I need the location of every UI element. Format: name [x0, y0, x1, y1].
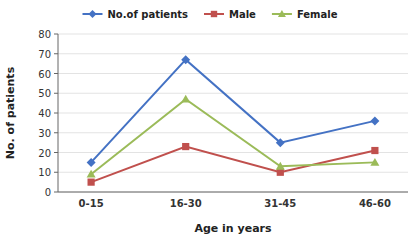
- grid-line: [58, 152, 408, 153]
- page: {"chart_data": {"type": "line", "categor…: [0, 0, 420, 240]
- series-line: [91, 60, 375, 163]
- point: [276, 138, 285, 147]
- legend-marker: [88, 10, 96, 18]
- tick-label: 60: [38, 69, 51, 80]
- tick-label: 31-45: [264, 198, 296, 209]
- tick-mark: [54, 132, 58, 133]
- point: [370, 116, 379, 125]
- legend-label: Female: [297, 9, 338, 20]
- tick-label: 16-30: [170, 198, 202, 209]
- point: [87, 158, 96, 167]
- tick-label: 70: [38, 49, 51, 60]
- legend: No.of patients Male Female: [82, 9, 337, 20]
- legend-marker: [278, 10, 286, 17]
- grid-line: [58, 172, 408, 173]
- point: [276, 162, 285, 170]
- point: [182, 143, 189, 150]
- tick-mark: [54, 172, 58, 173]
- grid-line: [58, 93, 408, 94]
- grid-line: [58, 53, 408, 54]
- legend-item: Female: [272, 9, 338, 20]
- grid-line: [58, 192, 408, 193]
- x-axis: 0-15 16-30 31-45 46-60: [79, 198, 391, 209]
- grid-line: [58, 73, 408, 74]
- legend-item: Male: [204, 9, 256, 20]
- tick-label: 0: [45, 187, 51, 198]
- point: [181, 95, 190, 103]
- tick-label: 10: [38, 167, 51, 178]
- tick-mark: [54, 152, 58, 153]
- tick-mark: [54, 113, 58, 114]
- plot-marks: [87, 55, 380, 186]
- tick-mark: [54, 53, 58, 54]
- grid-line: [58, 34, 408, 35]
- legend-label: Male: [229, 9, 256, 20]
- series-line: [91, 99, 375, 174]
- x-axis-title: Age in years: [194, 222, 272, 235]
- series: [87, 95, 380, 178]
- point: [181, 55, 190, 64]
- y-axis: 0 10 20 30 40 50 60 70 80: [38, 29, 408, 198]
- point: [88, 179, 95, 186]
- series: [87, 55, 380, 167]
- point: [370, 158, 379, 166]
- tick-label: 30: [38, 128, 51, 139]
- tick-mark: [54, 34, 58, 35]
- tick-label: 20: [38, 148, 51, 159]
- grid-line: [58, 113, 408, 114]
- tick-mark: [54, 93, 58, 94]
- tick-mark: [54, 192, 58, 193]
- legend-label: No.of patients: [107, 9, 188, 20]
- x-axis-line: [58, 192, 408, 193]
- tick-label: 80: [38, 29, 51, 40]
- legend-marker: [211, 11, 217, 17]
- tick-label: 40: [38, 108, 51, 119]
- point: [277, 169, 284, 176]
- tick-label: 0-15: [79, 198, 104, 209]
- legend-item: No.of patients: [82, 9, 188, 20]
- tick-label: 46-60: [359, 198, 391, 209]
- y-axis-line: [58, 34, 59, 192]
- point: [87, 170, 96, 178]
- chart: 0 10 20 30 40 50 60 70 80 0-15 16-30 31-45 46-60 Age …: [0, 0, 420, 240]
- tick-mark: [54, 73, 58, 74]
- tick-label: 50: [38, 88, 51, 99]
- point: [371, 147, 378, 154]
- y-axis-title: No. of patients: [4, 66, 17, 159]
